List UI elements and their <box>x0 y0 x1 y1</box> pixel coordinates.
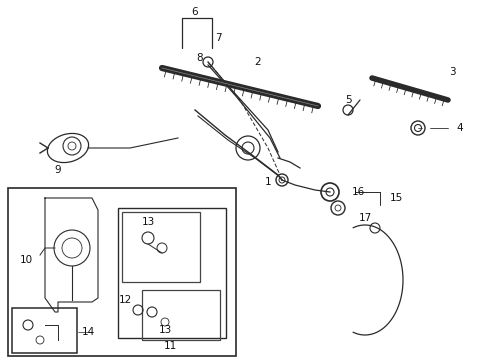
Bar <box>12 308 77 353</box>
Bar <box>142 290 220 340</box>
Text: 3: 3 <box>448 67 454 77</box>
Text: 8: 8 <box>196 53 203 63</box>
Text: 1: 1 <box>264 177 271 187</box>
Text: 4: 4 <box>455 123 462 133</box>
Bar <box>122 212 200 282</box>
Text: 14: 14 <box>82 327 95 337</box>
Text: 9: 9 <box>55 165 61 175</box>
Text: 17: 17 <box>358 213 371 223</box>
Text: 15: 15 <box>389 193 403 203</box>
Text: 12: 12 <box>118 295 131 305</box>
Text: 6: 6 <box>191 7 198 17</box>
Bar <box>8 188 236 356</box>
Text: 2: 2 <box>254 57 261 67</box>
Text: 11: 11 <box>163 341 176 351</box>
Text: 10: 10 <box>20 255 33 265</box>
Text: 13: 13 <box>158 325 171 335</box>
Text: 16: 16 <box>351 187 365 197</box>
Text: 13: 13 <box>141 217 154 227</box>
Text: 5: 5 <box>344 95 350 105</box>
Text: 7: 7 <box>214 33 221 43</box>
Bar <box>118 208 225 338</box>
